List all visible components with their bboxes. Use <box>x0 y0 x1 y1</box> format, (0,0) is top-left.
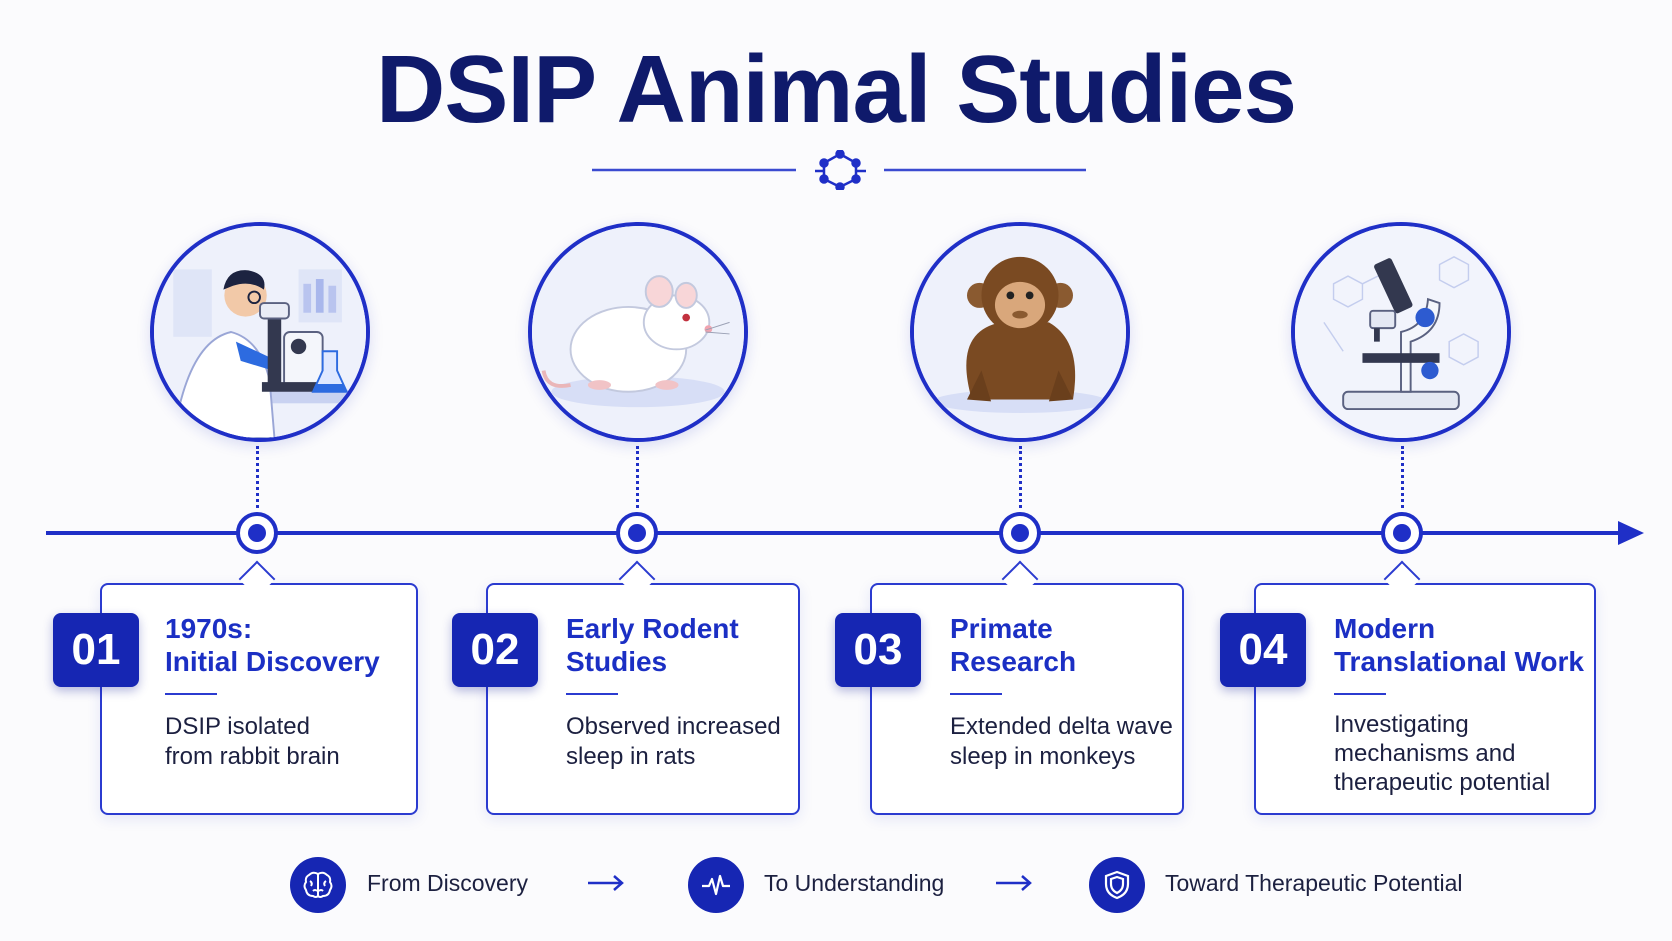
arrow-right-icon <box>996 875 1032 891</box>
stage-1-connector <box>256 446 259 508</box>
stage-3-title: Primate Research <box>950 613 1077 677</box>
stage-2-number: 02 <box>452 613 538 687</box>
stage-1-title: 1970s: Initial Discovery <box>165 613 380 677</box>
title-divider <box>592 150 1086 190</box>
stage-3-rule <box>950 693 1002 695</box>
stage-3-card <box>870 583 1184 815</box>
stage-2-connector <box>636 446 639 508</box>
stage-4-number: 04 <box>1220 613 1306 687</box>
stage-3-node <box>999 512 1041 554</box>
monkey-icon <box>914 226 1126 438</box>
stage-1-description: DSIP isolated from rabbit brain <box>165 713 340 770</box>
stage-4-illustration <box>1291 222 1511 442</box>
microscope-icon <box>1295 226 1507 438</box>
stage-1-number: 01 <box>53 613 139 687</box>
stage-3-number: 03 <box>835 613 921 687</box>
stage-4-rule <box>1334 693 1386 695</box>
molecule-icon <box>815 150 866 190</box>
stage-2-rule <box>566 693 618 695</box>
stage-1-node <box>236 512 278 554</box>
stage-1-rule <box>165 693 217 695</box>
stage-4-connector <box>1401 446 1404 508</box>
stage-4-card <box>1254 583 1596 815</box>
timeline-axis <box>46 521 1644 545</box>
stage-2-description: Observed increased sleep in rats <box>566 713 781 770</box>
stage-2-node <box>616 512 658 554</box>
scientist-microscope-icon <box>154 226 366 438</box>
brain-icon <box>290 857 346 913</box>
stage-3-illustration <box>910 222 1130 442</box>
footer-label-therapeutic: Toward Therapeutic Potential <box>1165 870 1463 896</box>
stage-4-description: Investigating mechanisms and therapeutic… <box>1334 711 1551 796</box>
stage-1-illustration <box>150 222 370 442</box>
shield-icon <box>1089 857 1145 913</box>
page-title: DSIP Animal Studies <box>376 36 1297 143</box>
timeline-arrowhead <box>1618 521 1644 545</box>
stage-4-title: Modern Translational Work <box>1334 613 1584 677</box>
pulse-icon <box>688 857 744 913</box>
rat-icon <box>532 226 744 438</box>
stage-2-illustration <box>528 222 748 442</box>
stage-3-connector <box>1019 446 1022 508</box>
stage-2-title: Early Rodent Studies <box>566 613 739 677</box>
footer-label-understanding: To Understanding <box>764 870 945 896</box>
footer-label-discovery: From Discovery <box>367 870 529 896</box>
arrow-right-icon <box>588 875 624 891</box>
stage-4-node <box>1381 512 1423 554</box>
stage-3-description: Extended delta wave sleep in monkeys <box>950 713 1173 770</box>
